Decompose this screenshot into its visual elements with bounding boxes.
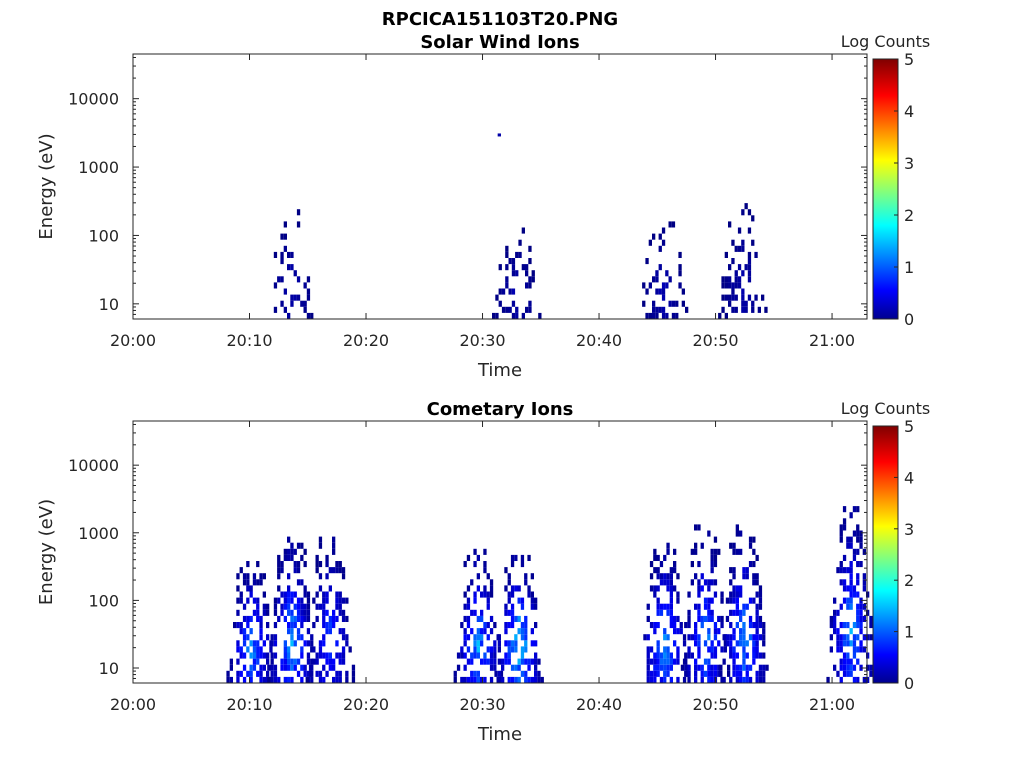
colorbar-tick-1-5: 5 xyxy=(904,417,914,436)
spectrogram-1 xyxy=(226,506,876,683)
y-tick-label-1-2: 1000 xyxy=(78,524,119,543)
burst-1-6 xyxy=(680,524,731,683)
x-tick-label-1-6: 21:00 xyxy=(809,695,855,714)
colorbar-tick-0-5: 5 xyxy=(904,50,914,69)
panel-title-1: Cometary Ions xyxy=(427,399,574,420)
colorbar-tick-0-4: 4 xyxy=(904,102,914,121)
x-tick-label-0-2: 20:20 xyxy=(343,331,389,350)
y-axis-label-1: Energy (eV) xyxy=(36,499,57,605)
colorbar-tick-0-0: 0 xyxy=(904,310,914,329)
burst-0-4 xyxy=(718,203,768,319)
colorbar-1 xyxy=(872,425,899,684)
colorbar-0 xyxy=(872,58,899,320)
plot-frame-1 xyxy=(132,420,868,684)
x-tick-label-1-2: 20:20 xyxy=(343,695,389,714)
burst-0-1 xyxy=(497,133,501,137)
x-tick-label-0-6: 21:00 xyxy=(809,331,855,350)
burst-1-8 xyxy=(826,506,876,683)
burst-1-2 xyxy=(305,536,356,683)
x-axis-label-1: Time xyxy=(477,724,522,745)
panel-0: Solar Wind Ions 20:00 20:10 20:20 20:30 20:40… xyxy=(36,32,930,381)
y-tick-label-1-1: 100 xyxy=(88,591,119,610)
colorbar-tick-0-3: 3 xyxy=(904,154,914,173)
burst-1-0 xyxy=(226,561,273,683)
burst-0-2 xyxy=(492,227,542,319)
y-axis-label-0: Energy (eV) xyxy=(36,133,57,239)
colorbar-label-0: Log Counts xyxy=(841,32,931,51)
burst-1-3 xyxy=(453,548,504,683)
colorbar-tick-1-2: 2 xyxy=(904,571,914,590)
x-tick-label-0-4: 20:40 xyxy=(576,331,622,350)
y-tick-label-1-3: 10000 xyxy=(68,456,119,475)
x-axis-label-0: Time xyxy=(477,360,522,381)
x-tick-label-1-1: 20:10 xyxy=(226,695,272,714)
colorbar-tick-0-2: 2 xyxy=(904,206,914,225)
colorbar-tick-1-4: 4 xyxy=(904,468,914,487)
x-tick-label-1-3: 20:30 xyxy=(459,695,505,714)
x-tick-label-0-0: 20:00 xyxy=(110,331,156,350)
y-tick-label-1-0: 10 xyxy=(99,659,119,678)
x-tick-label-0-5: 20:50 xyxy=(692,331,738,350)
burst-0-3 xyxy=(642,221,689,319)
x-tick-label-1-5: 20:50 xyxy=(692,695,738,714)
y-tick-label-0-0: 10 xyxy=(99,295,119,314)
colorbar-tick-1-3: 3 xyxy=(904,520,914,539)
x-tick-label-0-3: 20:30 xyxy=(459,331,505,350)
burst-1-1 xyxy=(267,536,314,683)
y-tick-label-0-3: 10000 xyxy=(68,90,119,109)
plot-frame-0 xyxy=(132,53,868,320)
x-tick-label-1-0: 20:00 xyxy=(110,695,156,714)
panel-title-0: Solar Wind Ions xyxy=(420,32,579,53)
y-tick-label-0-1: 100 xyxy=(88,226,119,245)
burst-1-5 xyxy=(643,542,690,683)
burst-1-7 xyxy=(719,524,769,683)
burst-0-0 xyxy=(273,209,314,319)
figure-title: RPCICA151103T20.PNG xyxy=(382,9,618,30)
colorbar-tick-1-1: 1 xyxy=(904,623,914,642)
x-tick-label-0-1: 20:10 xyxy=(226,331,272,350)
colorbar-label-1: Log Counts xyxy=(841,399,931,418)
y-tick-label-0-2: 1000 xyxy=(78,158,119,177)
spectrogram-0 xyxy=(273,133,768,319)
burst-1-4 xyxy=(494,554,544,683)
colorbar-tick-0-1: 1 xyxy=(904,258,914,277)
colorbar-tick-1-0: 0 xyxy=(904,674,914,693)
x-tick-label-1-4: 20:40 xyxy=(576,695,622,714)
